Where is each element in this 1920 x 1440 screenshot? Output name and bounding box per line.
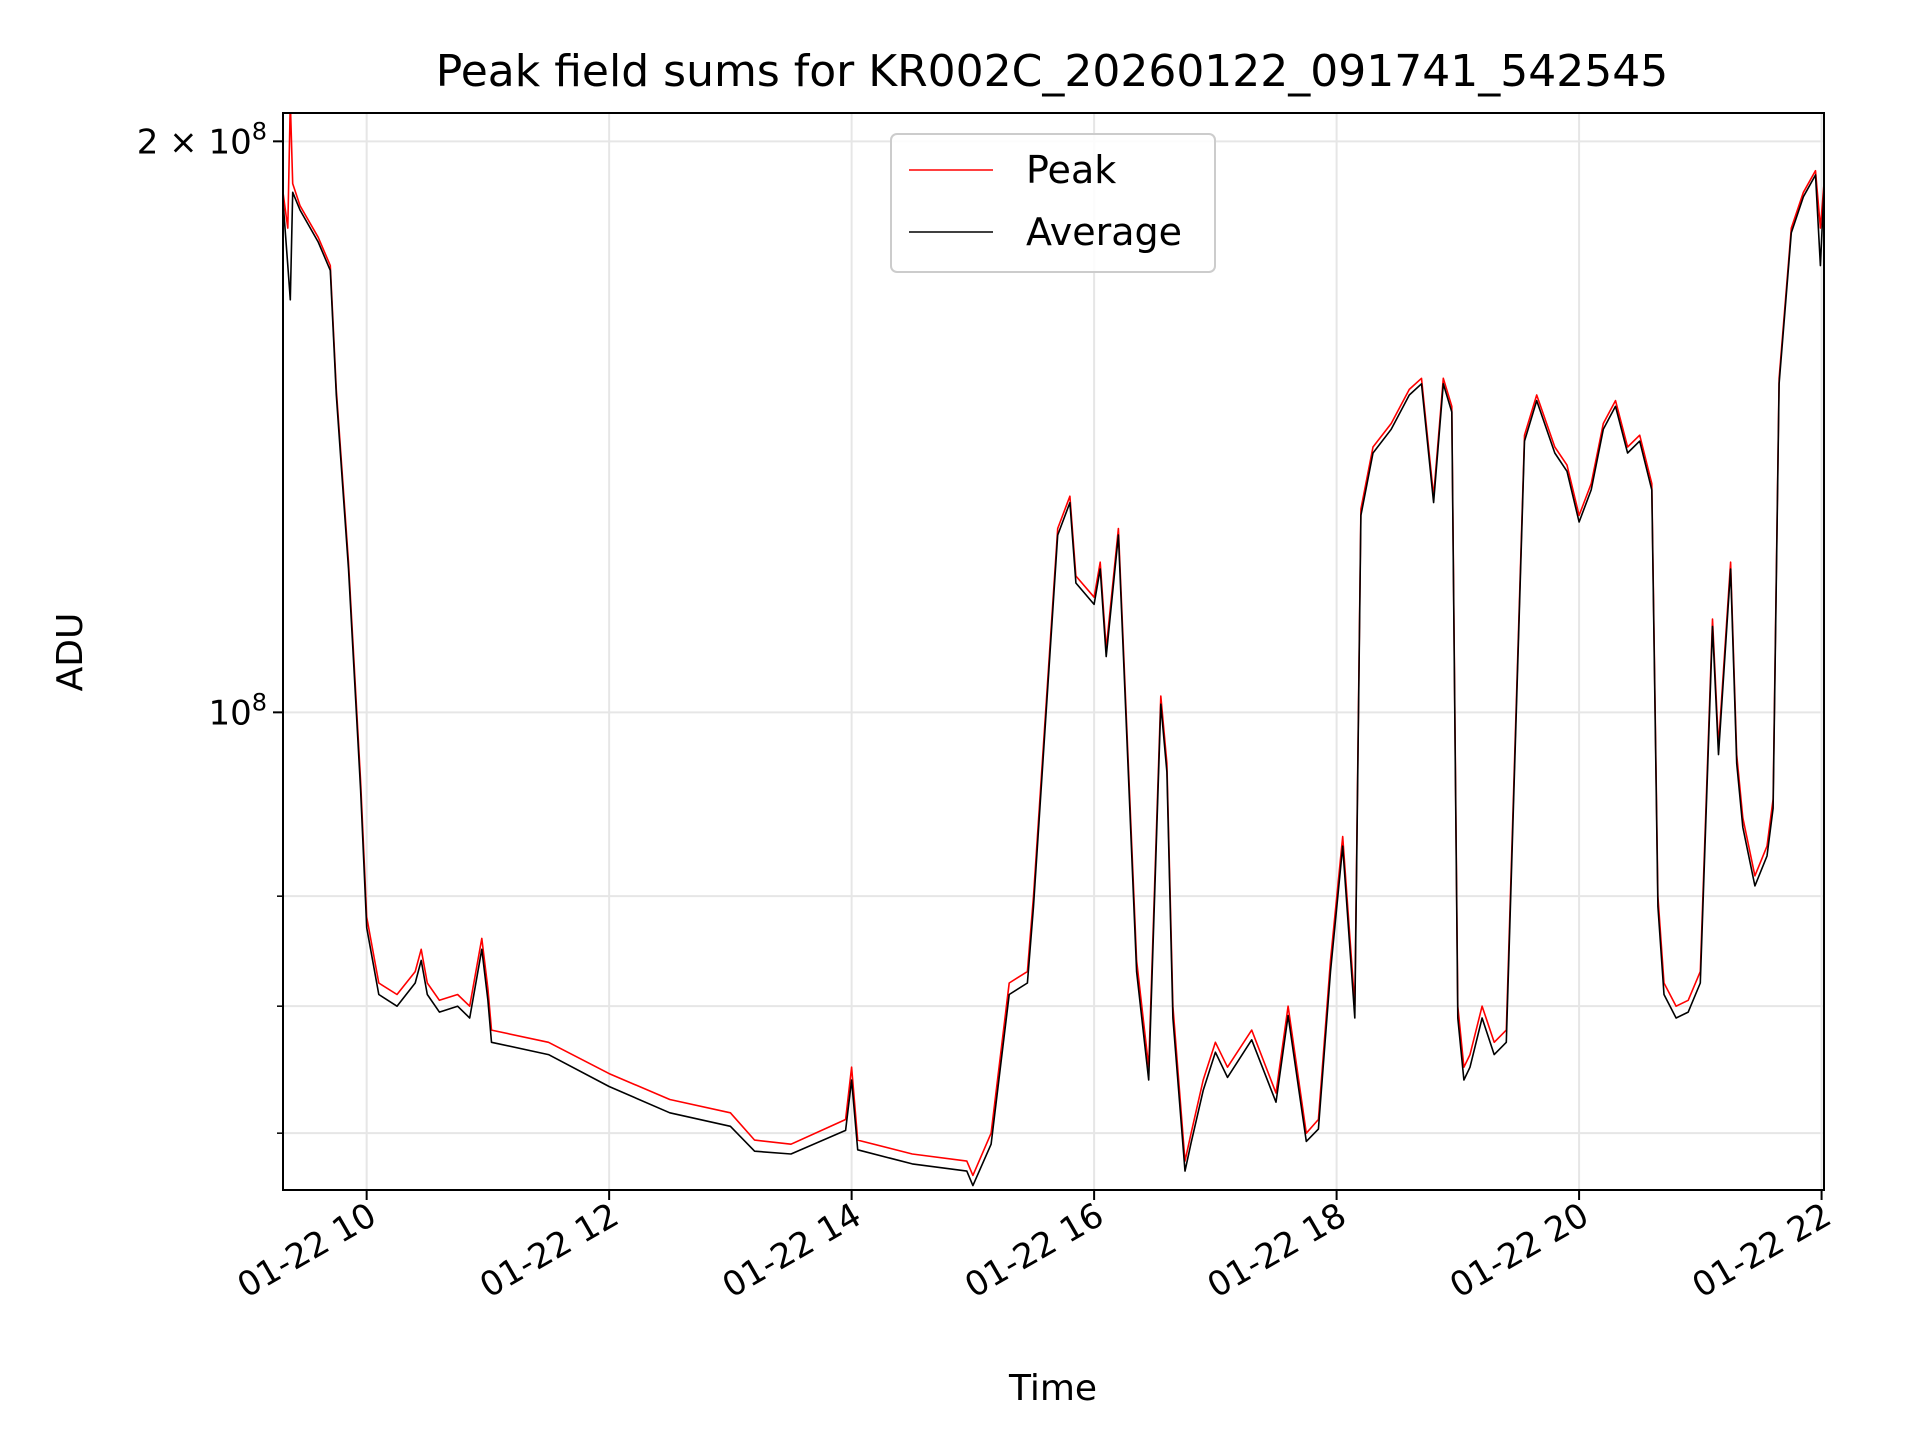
legend-peak-label: Peak	[1026, 148, 1116, 192]
series-group	[283, 113, 1824, 1187]
legend: Peak Average	[890, 133, 1216, 273]
plot-frame	[282, 112, 1825, 1191]
y-axis: 2 × 108 108	[137, 117, 283, 1134]
y-tick-label: 2 × 108	[137, 117, 267, 162]
legend-average-label: Average	[1026, 210, 1182, 254]
grid	[283, 113, 1824, 1190]
y-tick-label: 108	[208, 688, 267, 733]
y-axis-label: ADU	[50, 613, 91, 692]
chart-title: Peak field sums for KR002C_20260122_0917…	[436, 46, 1668, 97]
legend-box	[890, 133, 1216, 273]
series-line-average	[283, 174, 1824, 1187]
x-axis-label: Time	[1008, 1368, 1097, 1409]
